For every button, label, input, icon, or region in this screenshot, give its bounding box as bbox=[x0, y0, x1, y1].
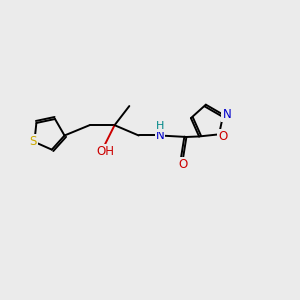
Text: N: N bbox=[222, 108, 231, 121]
Text: OH: OH bbox=[97, 145, 115, 158]
Text: N: N bbox=[155, 129, 164, 142]
Text: H: H bbox=[156, 121, 165, 131]
Text: S: S bbox=[29, 135, 37, 148]
Text: O: O bbox=[179, 158, 188, 171]
Text: O: O bbox=[218, 130, 227, 143]
